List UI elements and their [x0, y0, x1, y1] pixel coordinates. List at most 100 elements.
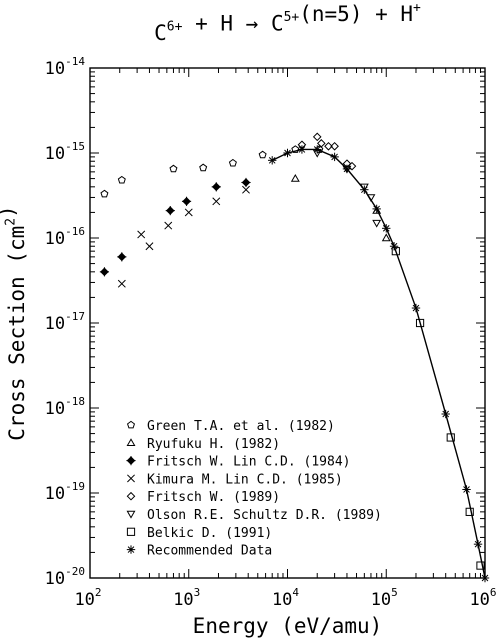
- legend-marker: [126, 510, 136, 519]
- legend: Green T.A. et al. (1982) Ryufuku H. (1982…: [126, 419, 382, 559]
- data-point: [330, 141, 339, 151]
- data-point: [137, 230, 146, 239]
- data-point-b: [117, 279, 126, 288]
- legend-label: Fritsch W. Lin C.D. (1984): [147, 455, 351, 470]
- data-point: [415, 318, 425, 328]
- data-point-arm: [313, 146, 321, 153]
- data-point-arm: [412, 304, 420, 312]
- x-tick-label: 104: [272, 586, 299, 610]
- data-point: [169, 164, 178, 173]
- data-point: [317, 139, 326, 148]
- x-tick-label: 102: [74, 586, 101, 610]
- data-point: [199, 163, 208, 172]
- y-tick-label-exp: -19: [65, 480, 85, 493]
- x-tick-label: 105: [371, 586, 398, 610]
- legend-label: Belkic D. (1991): [147, 526, 272, 541]
- data-point-b: [212, 197, 221, 206]
- data-point: [100, 189, 109, 198]
- legend-marker: [126, 527, 136, 536]
- legend-marker-shape: [126, 510, 136, 519]
- data-point-shape: [317, 139, 326, 148]
- y-axis-label-part: Cross Section (cm: [5, 226, 29, 441]
- legend-marker: [126, 456, 136, 466]
- data-point-shape: [381, 233, 391, 242]
- data-point-shape: [476, 561, 485, 570]
- chart-title-part: + H → C: [182, 12, 283, 36]
- data-point: [476, 561, 485, 570]
- data-point: [411, 303, 421, 313]
- series-0: [100, 145, 324, 198]
- data-point-arm: [284, 149, 291, 157]
- data-point-arm: [463, 486, 470, 493]
- data-point: [324, 141, 333, 151]
- data-point: [465, 507, 474, 516]
- data-point: [312, 132, 322, 142]
- data-point-arm: [390, 242, 398, 250]
- data-point-shape: [372, 219, 382, 228]
- data-point: [117, 279, 126, 288]
- data-point-shape: [100, 189, 109, 198]
- x-tick-label-base: 10: [272, 590, 292, 610]
- data-point: [164, 221, 173, 230]
- y-axis-label: Cross Section (cm2): [0, 205, 29, 440]
- y-tick-label-base: 10: [45, 229, 65, 249]
- data-point-b: [164, 221, 173, 230]
- legend-marker-shape: [126, 491, 136, 501]
- y-axis-label-part: ): [0, 205, 20, 218]
- data-point-shape: [446, 433, 455, 442]
- data-point: [117, 252, 127, 262]
- data-point: [228, 158, 237, 167]
- data-point-shape: [228, 158, 237, 167]
- legend-marker-arm: [127, 546, 135, 553]
- data-point: [381, 233, 391, 242]
- data-point: [268, 156, 277, 165]
- data-point: [117, 175, 126, 184]
- chart-title-part: C: [154, 21, 167, 45]
- data-point-b: [145, 242, 154, 251]
- x-tick-label-base: 10: [371, 590, 391, 610]
- x-tick-label: 103: [173, 586, 200, 610]
- data-point: [462, 485, 471, 494]
- y-tick-label: 10-16: [45, 225, 85, 249]
- x-tick-label-exp: 4: [292, 586, 299, 599]
- y-tick-label-base: 10: [45, 569, 65, 589]
- data-point-arm: [361, 186, 368, 194]
- data-point: [241, 177, 251, 188]
- legend-marker: [126, 438, 136, 446]
- chart-title-part: (n=5) + H: [299, 2, 413, 26]
- x-tick-label-base: 10: [469, 590, 489, 610]
- legend-label: Fritsch W. (1989): [147, 490, 280, 505]
- legend-marker: [126, 420, 136, 429]
- x-tick-label-exp: 6: [490, 586, 497, 599]
- data-point-shape: [117, 175, 126, 184]
- data-point: [446, 433, 455, 442]
- y-tick-label-exp: -16: [65, 225, 85, 238]
- data-point-shape: [199, 163, 208, 172]
- y-tick-label-exp: -15: [65, 140, 85, 153]
- legend-marker-shape: [126, 420, 136, 429]
- data-point: [313, 145, 322, 154]
- data-point: [480, 573, 490, 583]
- legend-marker: [126, 545, 136, 554]
- data-point: [441, 409, 450, 419]
- data-point: [181, 196, 192, 206]
- data-point-shape: [366, 194, 376, 203]
- data-point: [297, 145, 307, 154]
- x-tick-label-base: 10: [173, 590, 193, 610]
- data-point-shape: [415, 318, 425, 328]
- data-point-arm: [331, 153, 338, 161]
- series-5: [312, 149, 382, 228]
- data-point: [366, 194, 376, 203]
- data-point: [258, 150, 267, 159]
- y-tick-label: 10-20: [45, 565, 85, 589]
- y-tick-label-exp: -20: [65, 565, 85, 578]
- data-point-shape: [324, 141, 333, 151]
- legend-marker-shape: [126, 527, 136, 536]
- data-point-b: [184, 208, 193, 217]
- data-point: [242, 185, 250, 194]
- data-point-shape: [347, 161, 357, 171]
- data-point-arm: [298, 146, 306, 153]
- data-point-arm: [481, 574, 489, 582]
- data-point-b: [242, 185, 250, 194]
